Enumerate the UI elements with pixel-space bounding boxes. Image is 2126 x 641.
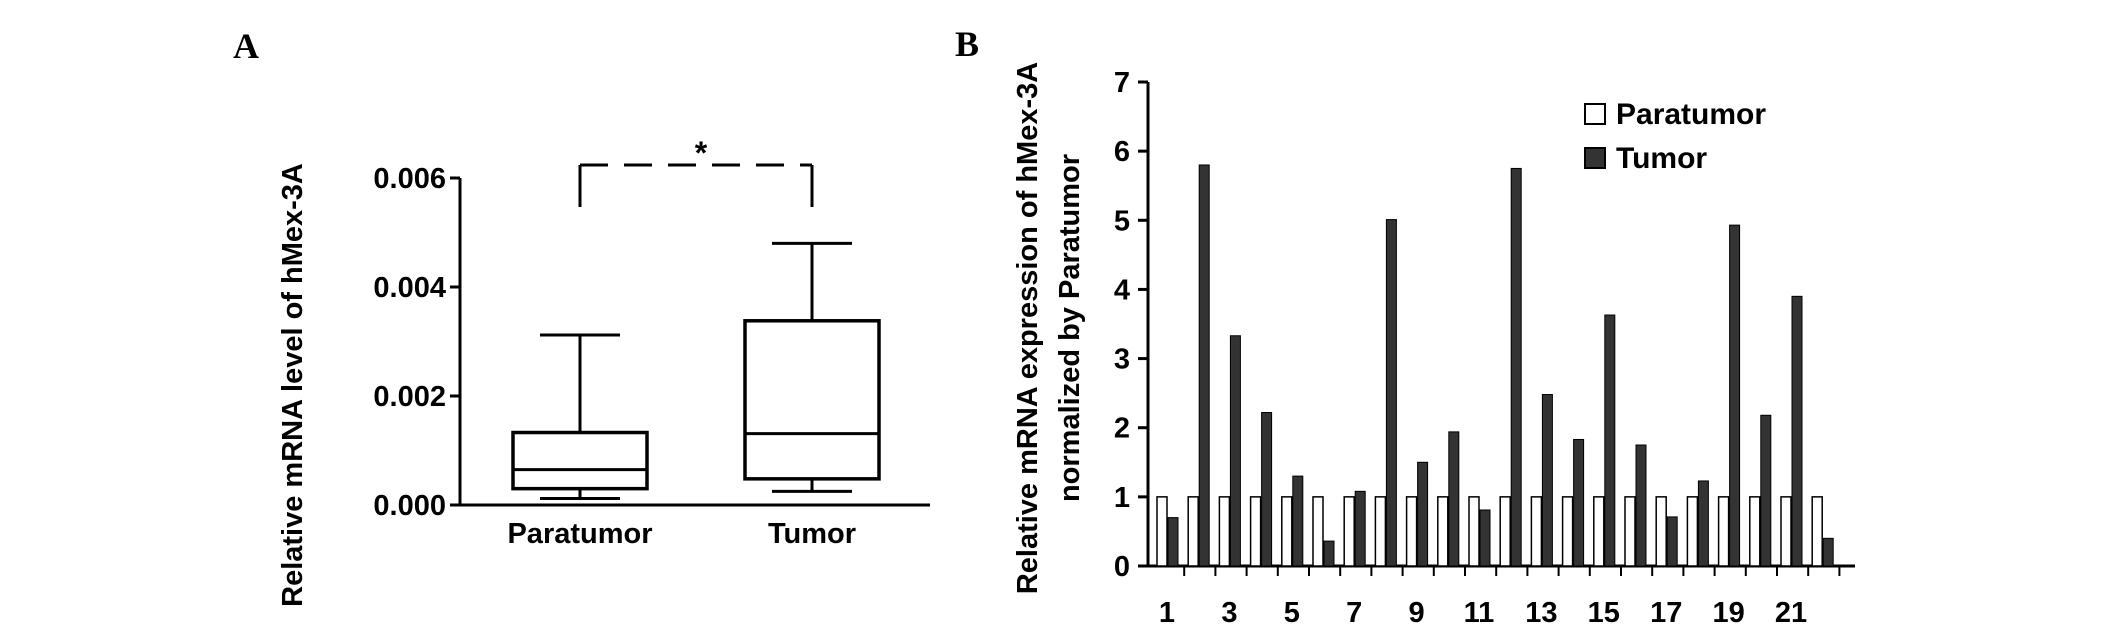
bar-paratumor <box>1749 496 1761 567</box>
bar-chart: Relative mRNA expression of hMex-3A norm… <box>1012 62 1855 629</box>
boxplot-y-axis-label: Relative mRNA level of hMex-3A <box>277 163 309 607</box>
bar-tumor <box>1167 517 1179 567</box>
bar-tumor <box>1604 314 1616 567</box>
bar-paratumor <box>1655 496 1667 567</box>
boxplot-y-tick-label: 0.004 <box>373 272 446 304</box>
bar-paratumor <box>1156 496 1168 567</box>
bar-tumor <box>1635 444 1647 567</box>
box-tumor <box>743 319 881 481</box>
bar-tumor <box>1697 480 1709 567</box>
boxplot-x-label: Tumor <box>768 518 856 550</box>
bar-paratumor <box>1468 496 1480 567</box>
bar-y-tick-label: 3 <box>1114 344 1130 376</box>
bar-y-tick-label: 6 <box>1114 136 1130 168</box>
bar-paratumor <box>1281 496 1293 567</box>
bar-x-tick-label: 5 <box>1284 597 1300 629</box>
panel-b-label: B <box>955 24 979 64</box>
bar-tumor <box>1573 438 1585 567</box>
bar-tumor <box>1323 540 1335 567</box>
bar-y-axis-label-line2: normalized by Paratumor <box>1054 154 1086 502</box>
bar-paratumor <box>1780 496 1792 567</box>
bar-tumor <box>1760 414 1772 567</box>
bar-y-axis-label-line1: Relative mRNA expression of hMex-3A <box>1012 62 1044 594</box>
boxplot-y-tick-label: 0.002 <box>373 381 446 413</box>
bar-paratumor <box>1187 496 1199 567</box>
bar-tumor <box>1448 431 1460 567</box>
bar-tumor <box>1198 164 1210 567</box>
boxplot-y-tick-label: 0.000 <box>373 490 446 522</box>
bar-y-tick-label: 5 <box>1114 205 1130 237</box>
bar-x-tick-label: 9 <box>1409 597 1425 629</box>
bar-paratumor <box>1312 496 1324 567</box>
bar-paratumor <box>1686 496 1699 567</box>
bar-paratumor <box>1717 496 1730 567</box>
legend: Paratumor Tumor <box>1584 98 1766 175</box>
bar-tumor <box>1541 394 1553 567</box>
bar-paratumor <box>1218 496 1231 567</box>
legend-swatch-tumor <box>1584 147 1606 169</box>
bar-tumor <box>1354 490 1366 567</box>
bar-y-tick-label: 0 <box>1114 551 1130 583</box>
bar-tumor <box>1510 167 1522 567</box>
legend-label-paratumor: Paratumor <box>1616 98 1766 131</box>
panel-a-label: A <box>233 26 259 66</box>
bar-y-tick-label: 4 <box>1114 274 1130 306</box>
bar-x-tick-label: 1 <box>1159 597 1175 629</box>
bar-y-tick-label: 2 <box>1114 413 1130 445</box>
bar-paratumor <box>1624 496 1636 567</box>
boxplot-x-label: Paratumor <box>507 518 652 550</box>
bar-x-tick-label: 7 <box>1346 597 1362 629</box>
bar-tumor <box>1229 335 1241 567</box>
bar-x-tick-label: 17 <box>1650 597 1682 629</box>
bar-x-tick-label: 13 <box>1525 597 1557 629</box>
bar-x-tick-label: 15 <box>1588 597 1620 629</box>
bar-tumor <box>1479 509 1491 567</box>
boxplot-chart: Relative mRNA level of hMex-3A 0.000 0.00… <box>277 135 930 607</box>
bar-x-tick-label: 11 <box>1464 597 1495 629</box>
bar-tumor <box>1417 461 1429 567</box>
bar-tumor <box>1292 475 1304 567</box>
bar-paratumor <box>1499 496 1511 567</box>
bar-paratumor <box>1811 496 1823 567</box>
box-paratumor <box>511 430 649 491</box>
bar-paratumor <box>1437 496 1449 567</box>
bar-paratumor <box>1343 496 1355 567</box>
bar-x-tick-label: 19 <box>1712 597 1744 629</box>
bar-paratumor <box>1561 496 1574 567</box>
bar-x-tick-label: 3 <box>1221 597 1237 629</box>
bar-paratumor <box>1530 496 1543 567</box>
bar-x-tick-label: 21 <box>1775 597 1807 629</box>
bar-paratumor <box>1593 496 1605 567</box>
significance-star: * <box>695 135 708 171</box>
bar-y-tick-label: 1 <box>1114 482 1130 514</box>
bar-tumor <box>1822 537 1834 567</box>
bar-y-tick-label: 7 <box>1114 67 1130 99</box>
legend-label-tumor: Tumor <box>1616 142 1707 175</box>
bar-tumor <box>1385 219 1397 567</box>
bar-paratumor <box>1405 496 1418 567</box>
bar-paratumor <box>1374 496 1387 567</box>
bar-tumor <box>1261 412 1273 567</box>
legend-swatch-paratumor <box>1584 103 1606 125</box>
bar-tumor <box>1666 516 1678 567</box>
bar-tumor <box>1729 224 1741 567</box>
bar-paratumor <box>1249 496 1262 567</box>
bar-tumor <box>1791 295 1803 567</box>
boxplot-y-tick-label: 0.006 <box>373 163 446 195</box>
